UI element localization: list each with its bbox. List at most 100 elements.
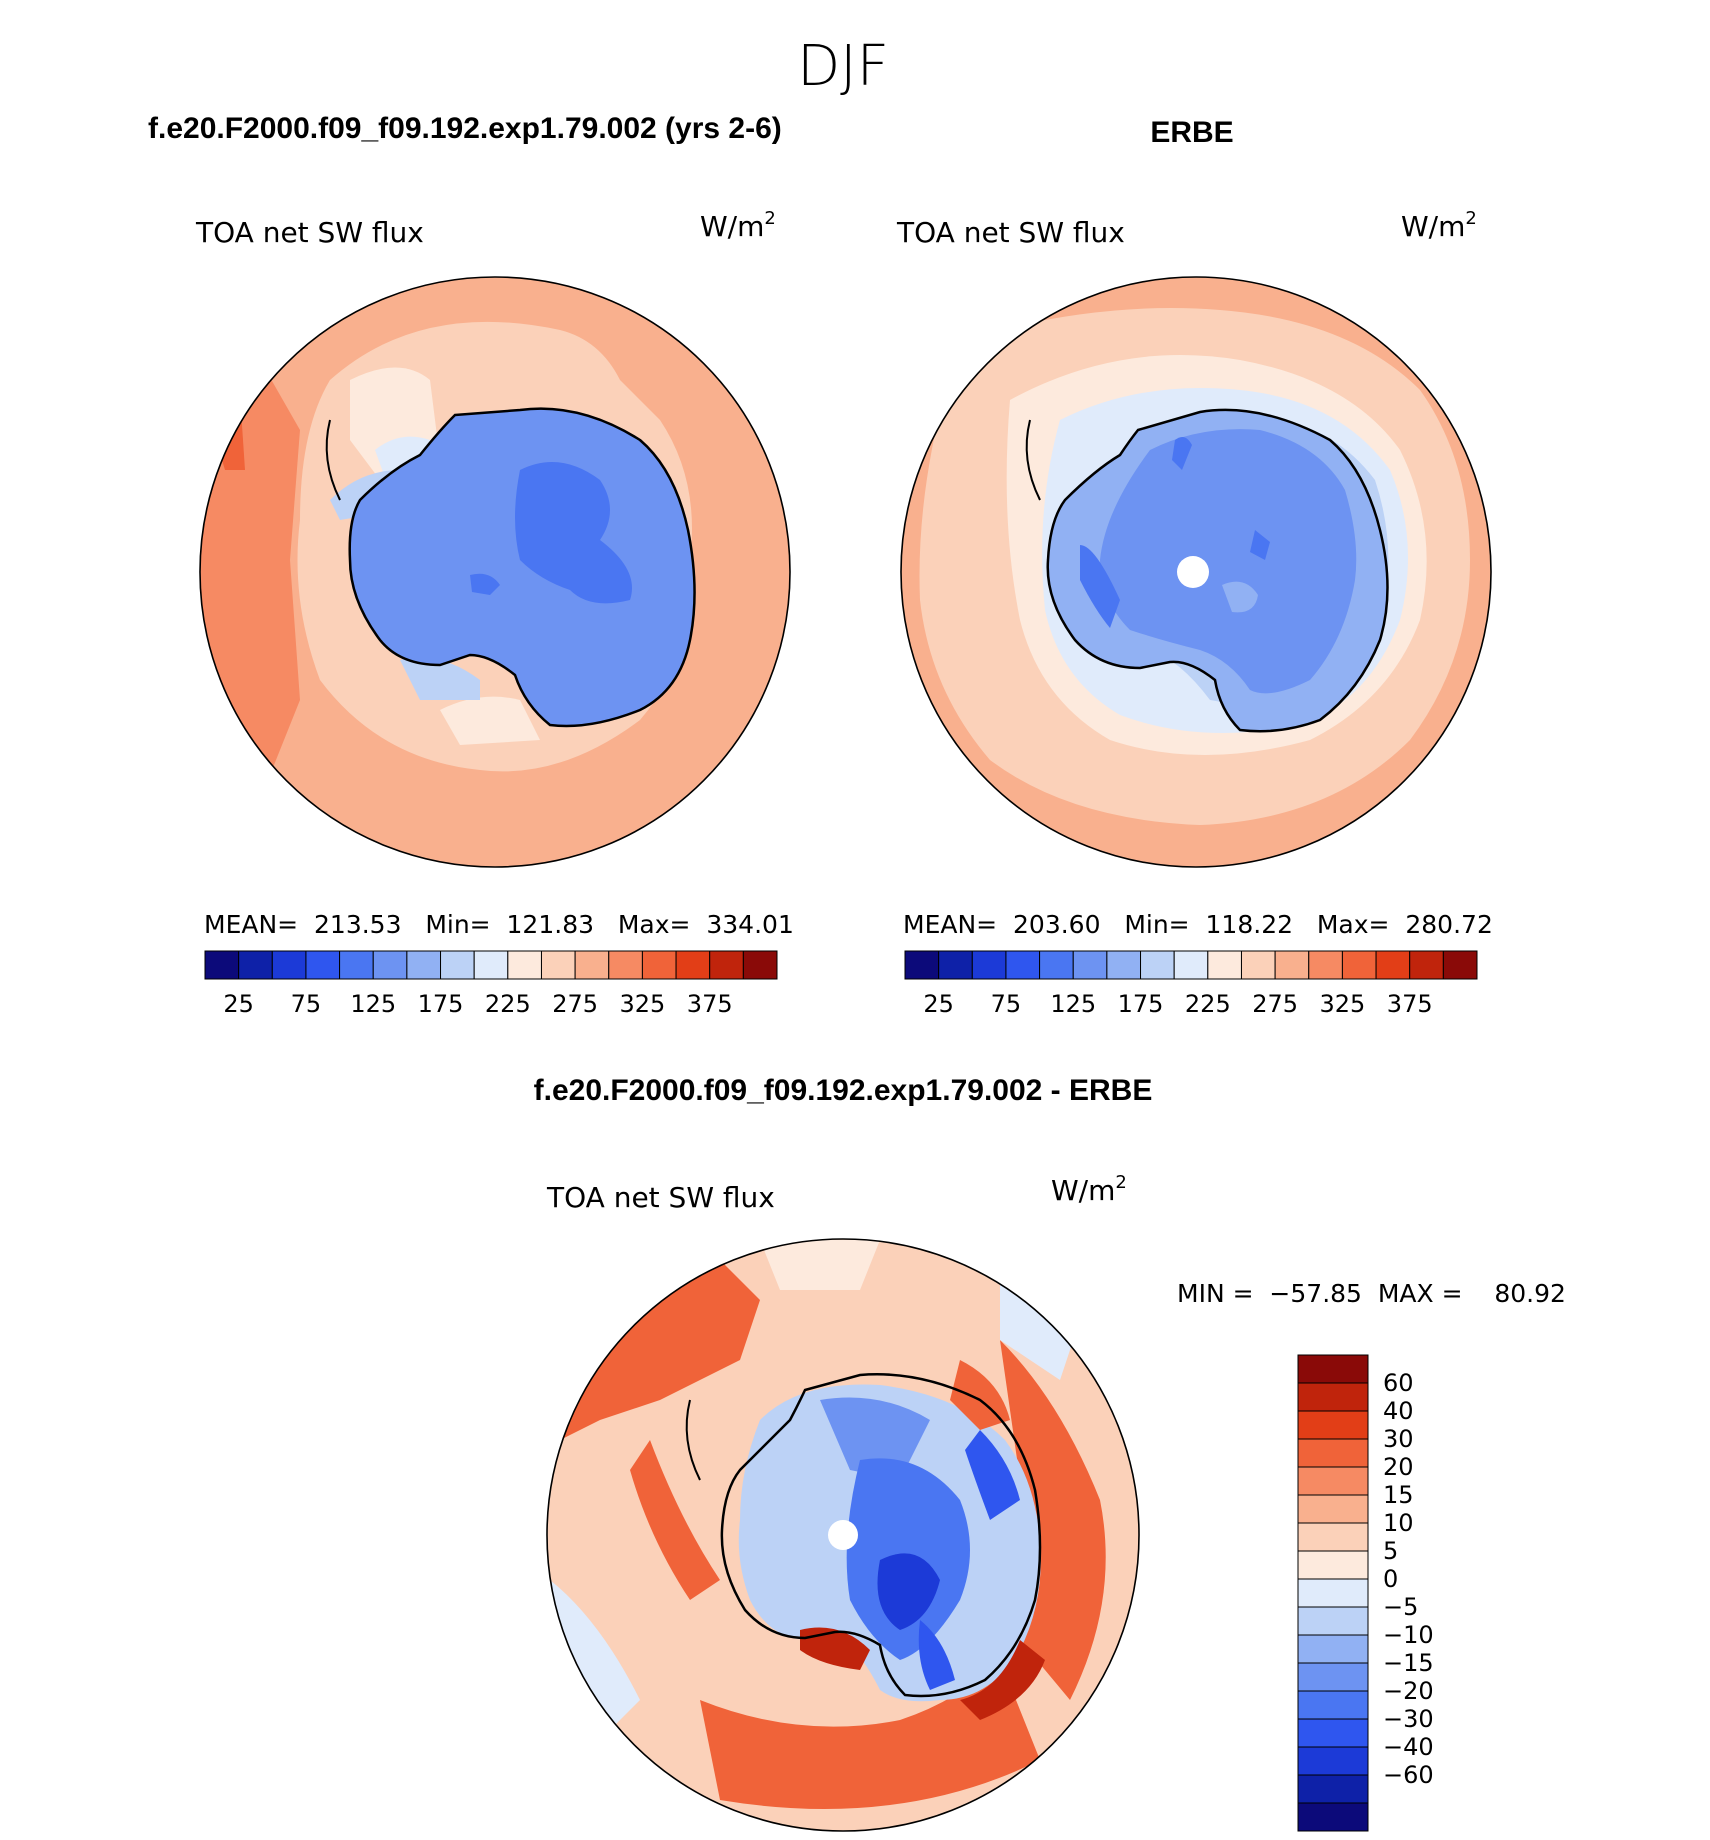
colorbar-swatch — [406, 950, 442, 980]
colorbar-tick-label: 125 — [1050, 990, 1096, 1018]
colorbar-swatch — [1297, 1522, 1369, 1552]
colorbar-swatch — [540, 950, 576, 980]
colorbar-tick-label: 25 — [223, 990, 254, 1018]
colorbar-swatch — [1297, 1466, 1369, 1496]
colorbar-swatch — [1039, 950, 1074, 980]
panel-model-title: f.e20.F2000.f09_f09.192.exp1.79.002 (yrs… — [148, 112, 782, 145]
panel-diff-units: W/m2 — [1051, 1172, 1127, 1207]
colorbar-swatch — [372, 950, 408, 980]
colorbar-tick-label: −5 — [1383, 1593, 1418, 1621]
colorbar-tick-label: 30 — [1383, 1425, 1414, 1453]
colorbar-tick-label: 225 — [1185, 990, 1231, 1018]
colorbar-swatch — [1375, 950, 1411, 980]
colorbar-swatch — [1409, 950, 1444, 980]
colorbar-swatch — [1297, 1718, 1369, 1748]
colorbar-swatch — [238, 950, 273, 980]
colorbar-tick-label: 325 — [1320, 990, 1366, 1018]
colorbar-swatch — [271, 950, 307, 980]
colorbar-swatch — [1173, 950, 1209, 980]
colorbar-tick-label: 375 — [1387, 990, 1433, 1018]
season-title: DJF — [797, 34, 889, 99]
colorbar-swatch — [1072, 950, 1108, 980]
colorbar-swatch — [1442, 950, 1478, 980]
colorbar-swatch — [971, 950, 1007, 980]
colorbar-swatch — [473, 950, 509, 980]
colorbar-swatch — [1207, 950, 1242, 980]
colorbar-tick-label: 275 — [1252, 990, 1298, 1018]
panel-model-colorbar: 25 75 125 175 225 275 325 375 — [204, 950, 778, 1018]
colorbar-swatch — [1297, 1634, 1369, 1664]
colorbar-swatch — [204, 950, 240, 980]
colorbar-swatch — [675, 950, 711, 980]
colorbar-tick-label: 0 — [1383, 1565, 1398, 1593]
colorbar-tick-label: 60 — [1383, 1369, 1414, 1397]
colorbar-swatch — [1297, 1746, 1369, 1776]
colorbar-tick-label: 20 — [1383, 1453, 1414, 1481]
colorbar-swatch — [1297, 1690, 1369, 1720]
colorbar-tick-label: 325 — [620, 990, 666, 1018]
colorbar-tick-label: 75 — [991, 990, 1022, 1018]
colorbar-swatch — [1240, 950, 1276, 980]
panel-diff-variable: TOA net SW flux — [546, 1181, 775, 1214]
colorbar-swatch — [574, 950, 610, 980]
colorbar-tick-label: −40 — [1383, 1733, 1434, 1761]
panel-model-map-border — [199, 276, 791, 868]
colorbar-swatch — [1297, 1550, 1369, 1580]
colorbar-swatch — [1274, 950, 1310, 980]
colorbar-tick-label: 175 — [1118, 990, 1164, 1018]
colorbar-tick-label: 10 — [1383, 1509, 1414, 1537]
panel-model-units: W/m2 — [700, 208, 776, 243]
colorbar-swatch — [1297, 1578, 1369, 1608]
panel-erbe-colorbar: 25 75 125 175 225 275 325 375 — [904, 950, 1478, 1018]
colorbar-tick-label: 40 — [1383, 1397, 1414, 1425]
panel-diff-map-border — [546, 1238, 1140, 1832]
colorbar-swatch — [1297, 1438, 1369, 1468]
colorbar-swatch — [1297, 1774, 1369, 1804]
colorbar-swatch — [1297, 1354, 1369, 1384]
colorbar-swatch — [1308, 950, 1343, 980]
colorbar-tick-label: −10 — [1383, 1621, 1434, 1649]
colorbar-swatch — [1297, 1494, 1369, 1524]
colorbar-swatch — [1297, 1410, 1369, 1440]
colorbar-tick-label: 125 — [350, 990, 396, 1018]
colorbar-tick-label: −60 — [1383, 1761, 1434, 1789]
colorbar-tick-label: 75 — [291, 990, 322, 1018]
colorbar-swatch — [1297, 1662, 1369, 1692]
colorbar-swatch — [709, 950, 744, 980]
colorbar-swatch — [507, 950, 542, 980]
colorbar-tick-label: 5 — [1383, 1537, 1398, 1565]
colorbar-tick-label: 375 — [687, 990, 733, 1018]
colorbar-tick-label: −20 — [1383, 1677, 1434, 1705]
colorbar-tick-label: 275 — [552, 990, 598, 1018]
panel-erbe-variable: TOA net SW flux — [896, 216, 1125, 249]
colorbar-swatch — [440, 950, 475, 980]
panel-erbe: ERBE TOA net SW flux W/m2 MEAN= 203.60 M… — [896, 116, 1493, 1018]
panel-model-variable: TOA net SW flux — [195, 216, 424, 249]
panel-diff-stats: MIN = −57.85 MAX = 80.92 — [1177, 1279, 1566, 1308]
panel-model-map — [200, 277, 790, 867]
panel-diff-title: f.e20.F2000.f09_f09.192.exp1.79.002 - ER… — [534, 1074, 1153, 1107]
panel-erbe-title: ERBE — [1150, 116, 1233, 149]
colorbar-swatch — [339, 950, 374, 980]
panel-diff-map — [547, 1239, 1139, 1831]
panel-diff: f.e20.F2000.f09_f09.192.exp1.79.002 - ER… — [534, 1074, 1566, 1832]
panel-erbe-stats: MEAN= 203.60 Min= 118.22 Max= 280.72 — [903, 910, 1493, 939]
colorbar-swatch — [1297, 1802, 1369, 1832]
colorbar-swatch — [1341, 950, 1377, 980]
colorbar-swatch — [938, 950, 973, 980]
colorbar-swatch — [1106, 950, 1142, 980]
panel-erbe-units: W/m2 — [1401, 208, 1477, 243]
colorbar-swatch — [904, 950, 940, 980]
panel-model: f.e20.F2000.f09_f09.192.exp1.79.002 (yrs… — [148, 112, 794, 1018]
colorbar-swatch — [1297, 1606, 1369, 1636]
colorbar-tick-label: −15 — [1383, 1649, 1434, 1677]
panel-erbe-map — [901, 277, 1491, 867]
panel-model-stats: MEAN= 213.53 Min= 121.83 Max= 334.01 — [204, 910, 794, 939]
colorbar-swatch — [742, 950, 778, 980]
colorbar-tick-label: 225 — [485, 990, 531, 1018]
colorbar-swatch — [641, 950, 677, 980]
colorbar-tick-label: −30 — [1383, 1705, 1434, 1733]
colorbar-swatch — [1005, 950, 1041, 980]
